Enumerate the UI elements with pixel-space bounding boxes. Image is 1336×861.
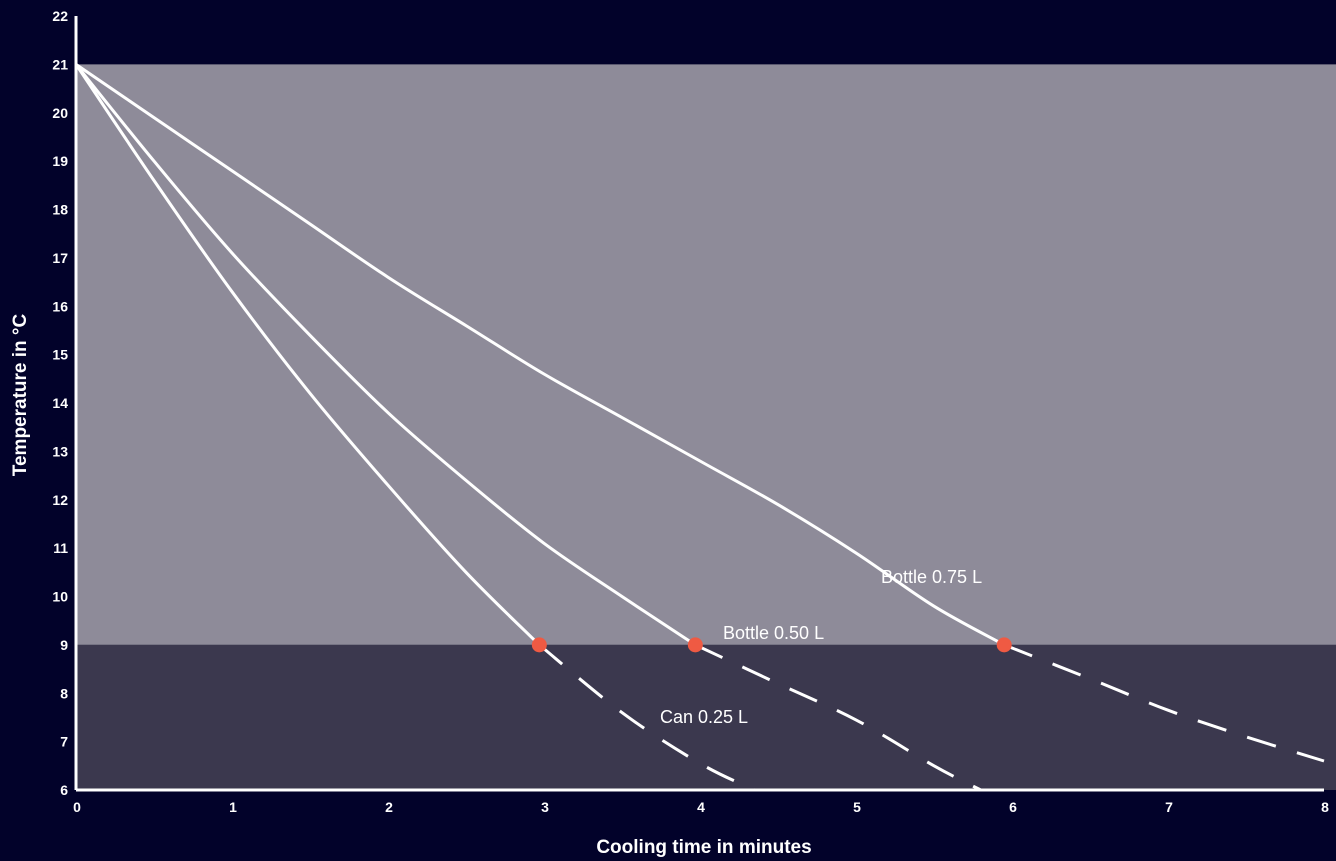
marker-bottle-0-50-l (687, 637, 703, 653)
axes (74, 16, 1324, 792)
series-line-can-0-25-l (74, 63, 541, 646)
y-tick-label: 11 (53, 540, 68, 556)
series-labels: Can 0.25 L Bottle 0.50 L Bottle 0.75 L (660, 567, 982, 727)
x-tick-label: 1 (229, 799, 237, 815)
y-tick-label: 13 (52, 443, 68, 459)
series-line-bottle-0-50-l (74, 63, 697, 647)
x-tick-label: 8 (1321, 799, 1329, 815)
y-tick-label: 7 (60, 734, 68, 750)
y-tick-label: 21 (52, 56, 68, 72)
y-tick-label: 8 (60, 685, 68, 701)
x-tick-label: 4 (697, 799, 705, 815)
x-tick-label: 2 (385, 799, 393, 815)
series-label-bottle-0-75-l: Bottle 0.75 L (881, 567, 982, 587)
y-tick-label: 22 (52, 8, 68, 24)
y-tick-label: 10 (52, 589, 68, 605)
x-tick-label: 7 (1165, 799, 1173, 815)
series-lines (74, 63, 1325, 792)
series-projection-can-0-25-l (538, 643, 756, 792)
series-line-bottle-0-75-l (75, 63, 1005, 647)
x-tick-label: 3 (541, 799, 549, 815)
y-tick-label: 18 (52, 202, 68, 218)
x-tick-label: 5 (853, 799, 861, 815)
series-projection-bottle-0-75-l (1003, 643, 1325, 763)
marker-bottle-0-75-l (996, 637, 1012, 653)
x-axis-title: Cooling time in minutes (596, 837, 811, 858)
y-tick-label: 6 (60, 782, 68, 798)
y-tick-label: 16 (52, 298, 68, 314)
y-tick-label: 17 (52, 250, 68, 266)
threshold-markers (531, 637, 1012, 653)
series-label-bottle-0-50-l: Bottle 0.50 L (723, 623, 824, 643)
band-1 (76, 644, 1336, 790)
band-0 (76, 64, 1336, 645)
y-tick-label: 19 (52, 153, 68, 169)
series-label-can-0-25-l: Can 0.25 L (660, 707, 748, 727)
y-tick-label: 12 (52, 492, 68, 508)
y-tick-label: 14 (52, 395, 68, 411)
y-tick-label: 15 (52, 347, 68, 363)
temperature-bands (76, 64, 1336, 790)
y-tick-label: 20 (52, 105, 68, 121)
y-tick-label: 9 (60, 637, 68, 653)
marker-can-0-25-l (531, 637, 547, 653)
x-tick-label: 6 (1009, 799, 1017, 815)
series-projection-bottle-0-50-l (694, 643, 982, 792)
y-axis-title: Temperature in °C (10, 314, 31, 477)
x-tick-label: 0 (73, 799, 81, 815)
